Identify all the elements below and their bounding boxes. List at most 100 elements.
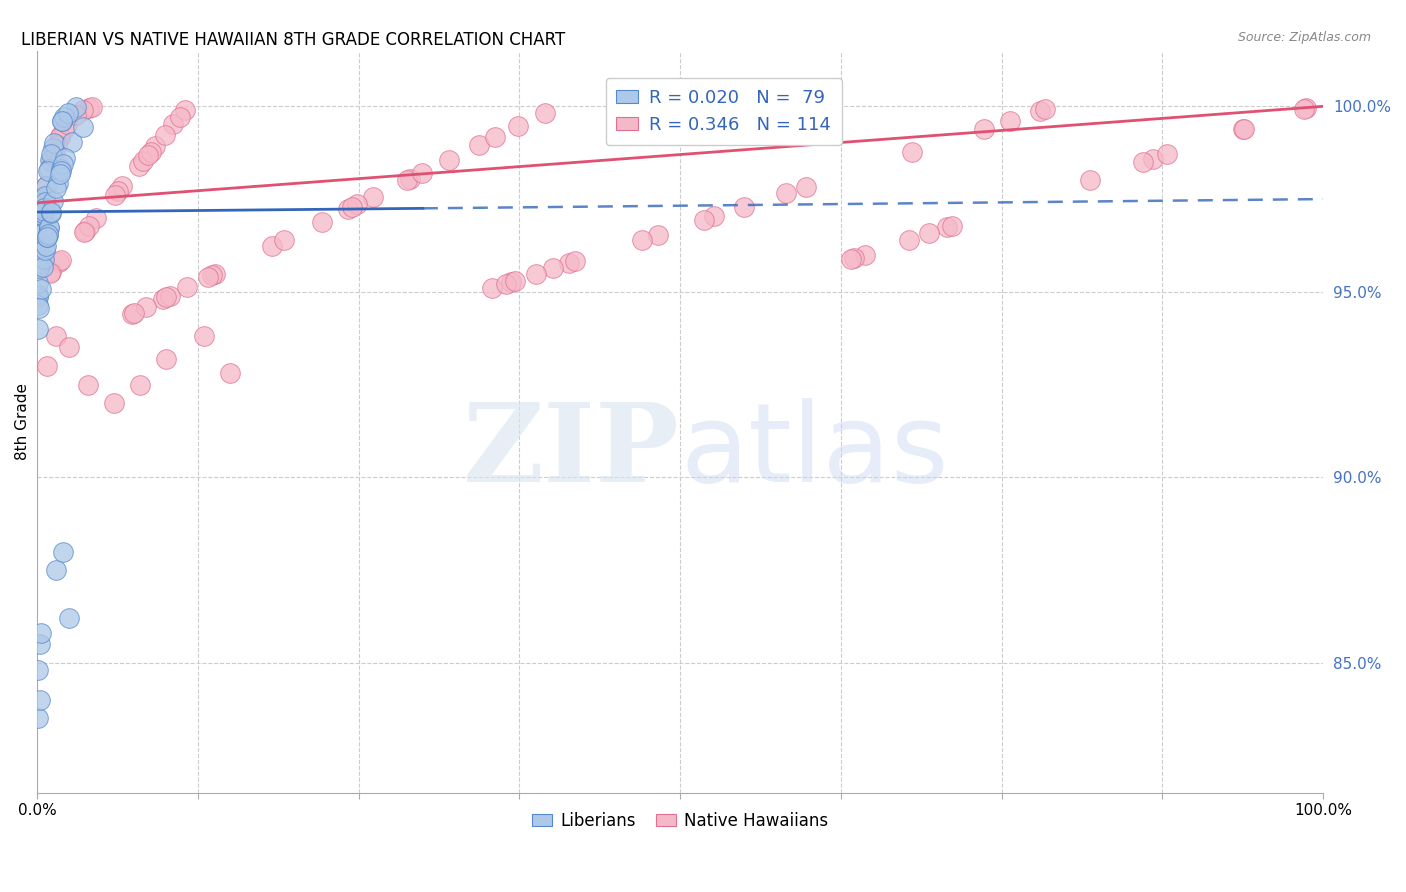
Point <box>30 282 52 296</box>
Point <box>936 220 959 235</box>
Point <box>107 185 129 199</box>
Point <box>136 147 159 161</box>
Point <box>41 141 63 155</box>
Point <box>31 212 53 227</box>
Point <box>484 130 506 145</box>
Point <box>564 254 586 268</box>
Point <box>37 230 59 244</box>
Point <box>703 209 725 223</box>
Point <box>541 261 564 276</box>
Point <box>204 267 226 281</box>
Point <box>337 202 360 216</box>
Point <box>30 211 52 226</box>
Point <box>51 114 73 128</box>
Point <box>73 224 96 238</box>
Point <box>58 611 80 625</box>
Point <box>30 626 52 640</box>
Point <box>533 106 555 120</box>
Point <box>1132 155 1154 169</box>
Point <box>46 176 69 190</box>
Point <box>52 544 75 558</box>
Point <box>32 204 55 219</box>
Point <box>38 219 60 234</box>
Y-axis label: 8th Grade: 8th Grade <box>15 384 30 460</box>
Point <box>557 256 579 270</box>
Point <box>30 244 52 258</box>
Point <box>897 233 920 247</box>
Point <box>45 329 67 343</box>
Point <box>411 166 433 180</box>
Point <box>27 246 49 260</box>
Point <box>998 113 1021 128</box>
Point <box>27 663 49 677</box>
Point <box>45 563 67 577</box>
Point <box>56 117 79 131</box>
Point <box>197 269 219 284</box>
Point <box>77 377 100 392</box>
Point <box>103 396 125 410</box>
Point <box>39 205 62 219</box>
Point <box>733 200 755 214</box>
Point <box>152 292 174 306</box>
Point <box>121 307 143 321</box>
Point <box>1232 122 1254 136</box>
Point <box>51 161 73 176</box>
Point <box>27 290 49 304</box>
Point <box>72 103 94 118</box>
Point <box>27 288 49 302</box>
Point <box>499 275 522 289</box>
Point <box>45 180 67 194</box>
Point <box>219 367 242 381</box>
Point <box>32 260 55 275</box>
Point <box>34 244 56 258</box>
Point <box>31 224 53 238</box>
Point <box>32 252 55 266</box>
Point <box>35 178 58 193</box>
Point <box>32 206 55 220</box>
Point <box>176 280 198 294</box>
Point <box>49 167 72 181</box>
Point <box>31 227 53 242</box>
Point <box>131 154 153 169</box>
Point <box>34 192 56 206</box>
Point <box>28 259 51 273</box>
Point <box>32 191 55 205</box>
Point <box>84 211 107 225</box>
Point <box>39 153 62 167</box>
Point <box>135 301 157 315</box>
Point <box>1142 152 1164 166</box>
Point <box>468 138 491 153</box>
Point <box>145 139 167 153</box>
Point <box>775 186 797 201</box>
Text: Source: ZipAtlas.com: Source: ZipAtlas.com <box>1237 31 1371 45</box>
Point <box>363 189 385 203</box>
Point <box>128 159 150 173</box>
Point <box>901 145 924 160</box>
Point <box>1233 122 1256 136</box>
Point <box>52 157 75 171</box>
Point <box>38 266 60 280</box>
Point <box>39 265 62 279</box>
Point <box>31 202 53 217</box>
Point <box>32 199 55 213</box>
Point <box>77 101 100 115</box>
Point <box>27 243 49 257</box>
Point <box>42 194 65 209</box>
Point <box>396 173 419 187</box>
Point <box>28 637 51 651</box>
Point <box>37 227 59 241</box>
Point <box>35 178 58 193</box>
Point <box>30 214 52 228</box>
Point <box>28 693 51 707</box>
Point <box>38 162 60 177</box>
Point <box>77 219 100 233</box>
Point <box>918 227 941 241</box>
Point <box>155 290 177 304</box>
Point <box>31 209 53 223</box>
Text: LIBERIAN VS NATIVE HAWAIIAN 8TH GRADE CORRELATION CHART: LIBERIAN VS NATIVE HAWAIIAN 8TH GRADE CO… <box>21 31 565 49</box>
Point <box>53 110 76 124</box>
Point <box>481 281 503 295</box>
Point <box>399 171 422 186</box>
Point <box>37 164 59 178</box>
Point <box>42 136 65 151</box>
